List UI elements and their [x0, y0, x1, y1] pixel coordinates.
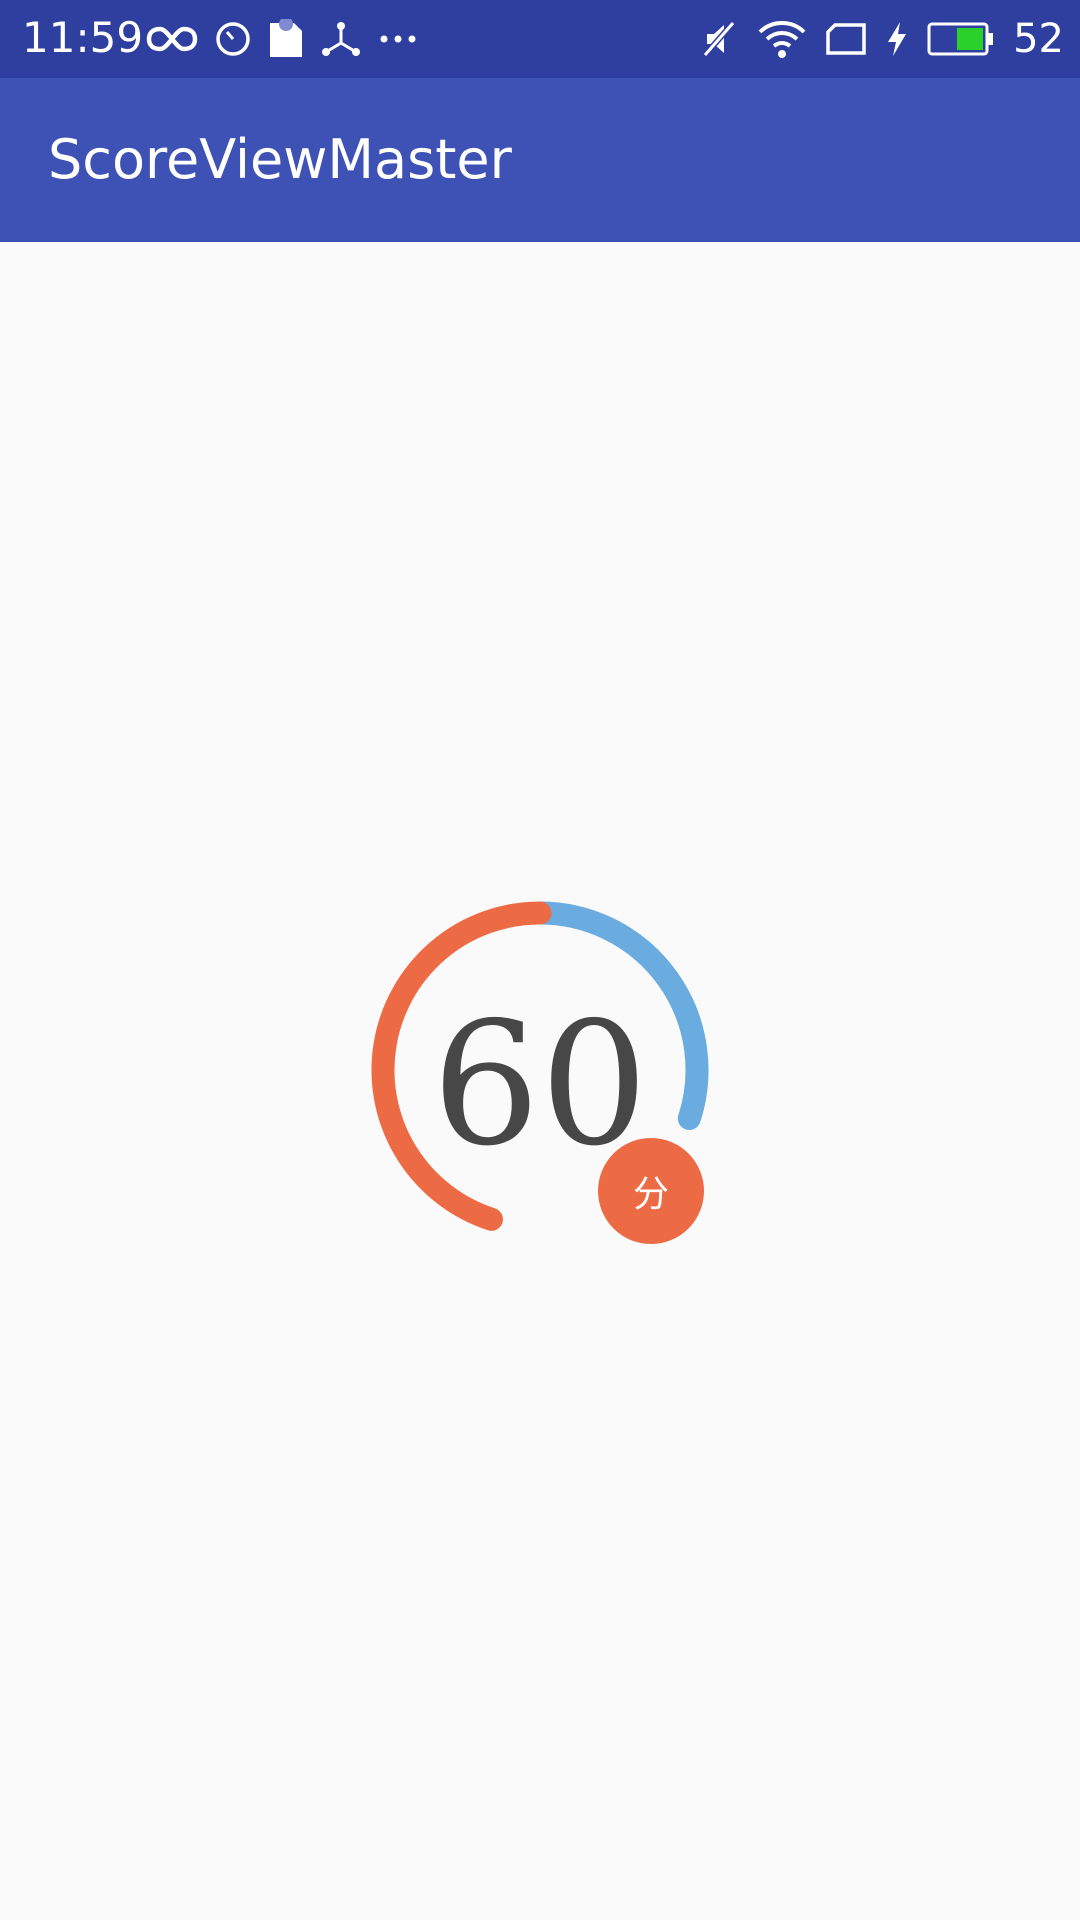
- score-value: 60: [431, 986, 649, 1184]
- sd-card-icon: [270, 19, 302, 57]
- score-unit-badge: 分: [598, 1138, 704, 1244]
- sim-card-icon: [826, 23, 866, 55]
- content-area: [0, 242, 1080, 1920]
- status-bar: 11:59: [0, 0, 1080, 78]
- share-icon: [322, 22, 360, 56]
- score-ring-track: [528, 901, 709, 1131]
- mute-icon: [702, 21, 736, 57]
- timer-icon: [216, 22, 250, 56]
- score-view: 60 分: [360, 890, 720, 1270]
- more-dots-icon: [380, 35, 416, 43]
- battery-icon: [927, 22, 994, 56]
- wifi-icon: [758, 21, 806, 58]
- charging-icon: [888, 22, 907, 56]
- app-bar: ScoreViewMaster: [0, 78, 1080, 242]
- status-icons-right: 52: [699, 0, 1064, 78]
- battery-level-text: 52: [1013, 16, 1064, 62]
- score-ring: [371, 901, 709, 1231]
- status-time: 11:59: [22, 13, 144, 62]
- infinity-icon: [146, 26, 198, 52]
- status-icons-left: [146, 0, 418, 78]
- score-unit-text: 分: [632, 1174, 669, 1215]
- app-title: ScoreViewMaster: [48, 128, 512, 191]
- score-ring-progress: [371, 901, 552, 1231]
